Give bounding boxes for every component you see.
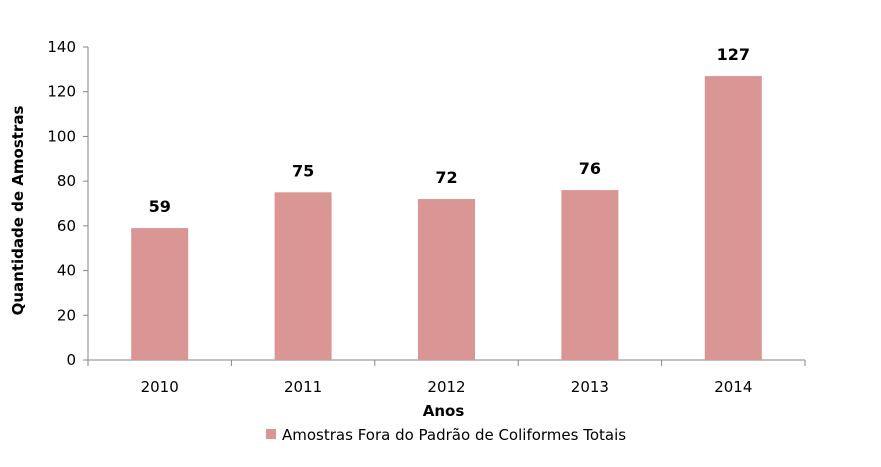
bar [418,199,475,360]
y-tick-label: 100 [47,127,76,145]
x-tick-label: 2010 [141,378,179,396]
data-label: 76 [579,159,601,178]
x-tick-label: 2014 [714,378,752,396]
x-tick-label: 2012 [427,378,465,396]
x-axis: 2010 2011 2012 2013 2014 [87,359,806,396]
y-axis-title: Quantidade de Amostras [9,106,27,316]
data-label: 75 [292,161,314,180]
y-tick-label: 140 [47,38,76,56]
bar [274,192,332,360]
y-tick-label: 60 [57,217,76,235]
bar-series [131,76,762,361]
x-tick-label: 2011 [284,378,322,396]
x-axis-title: Anos [423,402,465,420]
bar [561,190,619,360]
y-tick-label: 0 [66,351,76,369]
legend-swatch [266,429,276,439]
legend-label: Amostras Fora do Padrão de Coliformes To… [282,426,626,444]
y-tick-label: 120 [47,83,76,101]
y-tick-label: 40 [57,262,76,280]
y-tick-label: 20 [57,306,76,324]
data-labels: 59 75 72 76 127 [149,45,750,216]
y-axis: 0 20 40 60 80 100 120 140 [47,38,89,369]
data-label: 59 [149,197,171,216]
bar [131,228,189,360]
bar [704,76,762,361]
data-label: 127 [717,45,750,64]
x-tick-label: 2013 [571,378,609,396]
legend: Amostras Fora do Padrão de Coliformes To… [266,426,626,444]
data-label: 72 [435,168,457,187]
y-tick-label: 80 [57,172,76,190]
